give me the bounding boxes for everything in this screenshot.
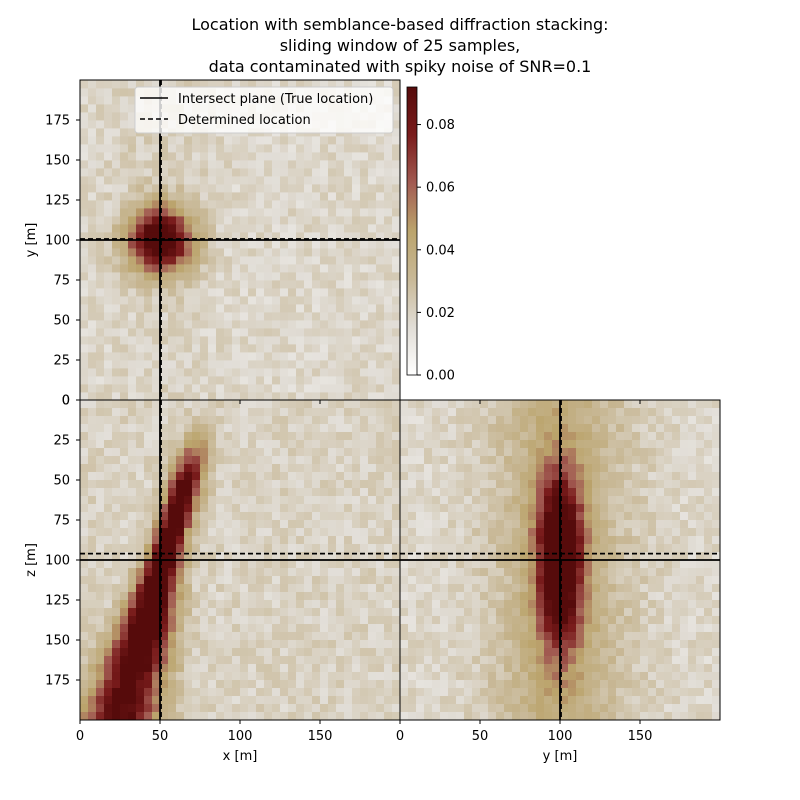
- heatmap-yz: [400, 400, 720, 720]
- x-tick-label: 100: [228, 729, 253, 744]
- z-tick-label: 0: [62, 394, 70, 409]
- colorbar-tick-label: 0.00: [426, 369, 455, 384]
- x-axis-label: x [m]: [223, 749, 258, 764]
- y-tick-label-bottom: 150: [628, 729, 653, 744]
- x-tick-label: 50: [152, 729, 169, 744]
- colorbar-tick-label: 0.06: [426, 181, 455, 196]
- axis-ticks: 0 25 50 75 100 125 150 175 0 25 50 75 100 125 150 175 0 5…: [45, 114, 652, 745]
- colorbar-tick-label: 0.08: [426, 118, 455, 133]
- heatmap-xz: [80, 400, 400, 720]
- location-lines: [80, 80, 720, 720]
- y-tick-label: 50: [53, 314, 70, 329]
- z-tick-label: 50: [53, 474, 70, 489]
- legend: Intersect plane (True location) Determin…: [134, 86, 394, 134]
- z-tick-label: 100: [45, 554, 70, 569]
- y-tick-label-bottom: 50: [472, 729, 489, 744]
- y-tick-label: 100: [45, 234, 70, 249]
- colorbar-gradient: [406, 86, 418, 376]
- z-tick-label: 150: [45, 634, 70, 649]
- z-tick-label: 25: [53, 434, 70, 449]
- chart-title-line-3: data contaminated with spiky noise of SN…: [209, 57, 592, 76]
- z-tick-label: 125: [45, 594, 70, 609]
- y-tick-label: 175: [45, 114, 70, 129]
- x-tick-label: 0: [76, 729, 84, 744]
- colorbar: 0.00 0.02 0.04 0.06 0.08: [406, 86, 455, 384]
- x-tick-label: 150: [308, 729, 333, 744]
- y-axis-label: y [m]: [24, 223, 39, 258]
- y-tick-label: 0: [62, 394, 70, 409]
- y-tick-label: 150: [45, 154, 70, 169]
- y-tick-label: 25: [53, 354, 70, 369]
- legend-box: [134, 86, 394, 134]
- colorbar-tick-label: 0.02: [426, 306, 455, 321]
- colorbar-tick-label: 0.04: [426, 243, 455, 258]
- colorbar-ticks: 0.00 0.02 0.04 0.06 0.08: [417, 118, 455, 384]
- legend-entry-determined: Determined location: [178, 113, 311, 128]
- y-tick-label: 75: [53, 274, 70, 289]
- z-axis-label: z [m]: [24, 543, 39, 577]
- heatmap-xy: [80, 80, 400, 400]
- chart-title-line-2: sliding window of 25 samples,: [280, 36, 521, 55]
- y-tick-label-bottom: 100: [548, 729, 573, 744]
- y-tick-label-bottom: 0: [396, 729, 404, 744]
- y-axis-label-bottom: y [m]: [543, 749, 578, 764]
- z-tick-label: 175: [45, 674, 70, 689]
- chart-title-line-1: Location with semblance-based diffractio…: [191, 15, 608, 34]
- y-tick-label: 125: [45, 194, 70, 209]
- z-tick-label: 75: [53, 514, 70, 529]
- legend-entry-true: Intersect plane (True location): [178, 92, 373, 107]
